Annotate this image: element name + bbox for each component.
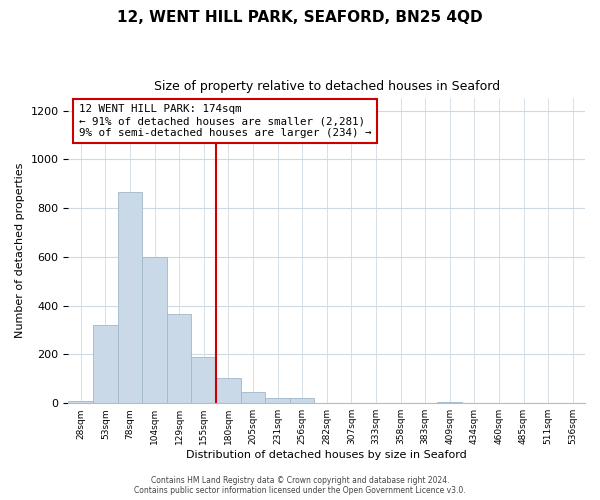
Title: Size of property relative to detached houses in Seaford: Size of property relative to detached ho…: [154, 80, 500, 93]
Bar: [241, 392, 265, 403]
Bar: [142, 257, 167, 403]
Bar: [68, 401, 93, 403]
Bar: [191, 357, 216, 403]
Bar: [118, 192, 142, 403]
Y-axis label: Number of detached properties: Number of detached properties: [15, 163, 25, 338]
Bar: [290, 398, 314, 403]
X-axis label: Distribution of detached houses by size in Seaford: Distribution of detached houses by size …: [187, 450, 467, 460]
Text: 12, WENT HILL PARK, SEAFORD, BN25 4QD: 12, WENT HILL PARK, SEAFORD, BN25 4QD: [117, 10, 483, 25]
Bar: [216, 378, 241, 403]
Bar: [437, 402, 462, 403]
Bar: [93, 325, 118, 403]
Text: 12 WENT HILL PARK: 174sqm
← 91% of detached houses are smaller (2,281)
9% of sem: 12 WENT HILL PARK: 174sqm ← 91% of detac…: [79, 104, 371, 138]
Text: Contains HM Land Registry data © Crown copyright and database right 2024.
Contai: Contains HM Land Registry data © Crown c…: [134, 476, 466, 495]
Bar: [167, 314, 191, 403]
Bar: [265, 398, 290, 403]
